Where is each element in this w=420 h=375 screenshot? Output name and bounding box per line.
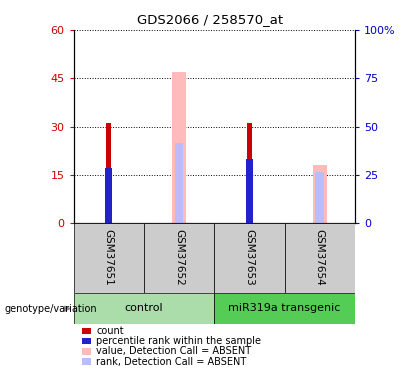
Text: percentile rank within the sample: percentile rank within the sample [96,336,261,346]
Text: count: count [96,326,124,336]
Text: control: control [125,303,163,313]
Text: miR319a transgenic: miR319a transgenic [228,303,341,313]
Text: GSM37651: GSM37651 [104,230,114,286]
Text: GSM37654: GSM37654 [315,230,325,286]
Text: GSM37653: GSM37653 [244,230,255,286]
Bar [247,123,252,159]
Bar [312,165,327,223]
FancyBboxPatch shape [214,292,355,324]
Text: genotype/variation: genotype/variation [4,304,97,313]
Text: GDS2066 / 258570_at: GDS2066 / 258570_at [137,13,283,26]
Text: rank, Detection Call = ABSENT: rank, Detection Call = ABSENT [96,357,247,366]
Bar [175,142,184,223]
Bar [246,159,252,223]
Bar [315,172,324,223]
FancyBboxPatch shape [285,223,355,292]
Text: value, Detection Call = ABSENT: value, Detection Call = ABSENT [96,346,251,356]
Bar [106,123,111,223]
Text: GSM37652: GSM37652 [174,230,184,286]
Bar [247,123,252,223]
FancyBboxPatch shape [74,292,214,324]
FancyBboxPatch shape [214,223,285,292]
Bar [106,123,111,168]
Bar [105,168,112,223]
FancyBboxPatch shape [74,223,144,292]
Bar [172,72,186,223]
FancyBboxPatch shape [144,223,214,292]
